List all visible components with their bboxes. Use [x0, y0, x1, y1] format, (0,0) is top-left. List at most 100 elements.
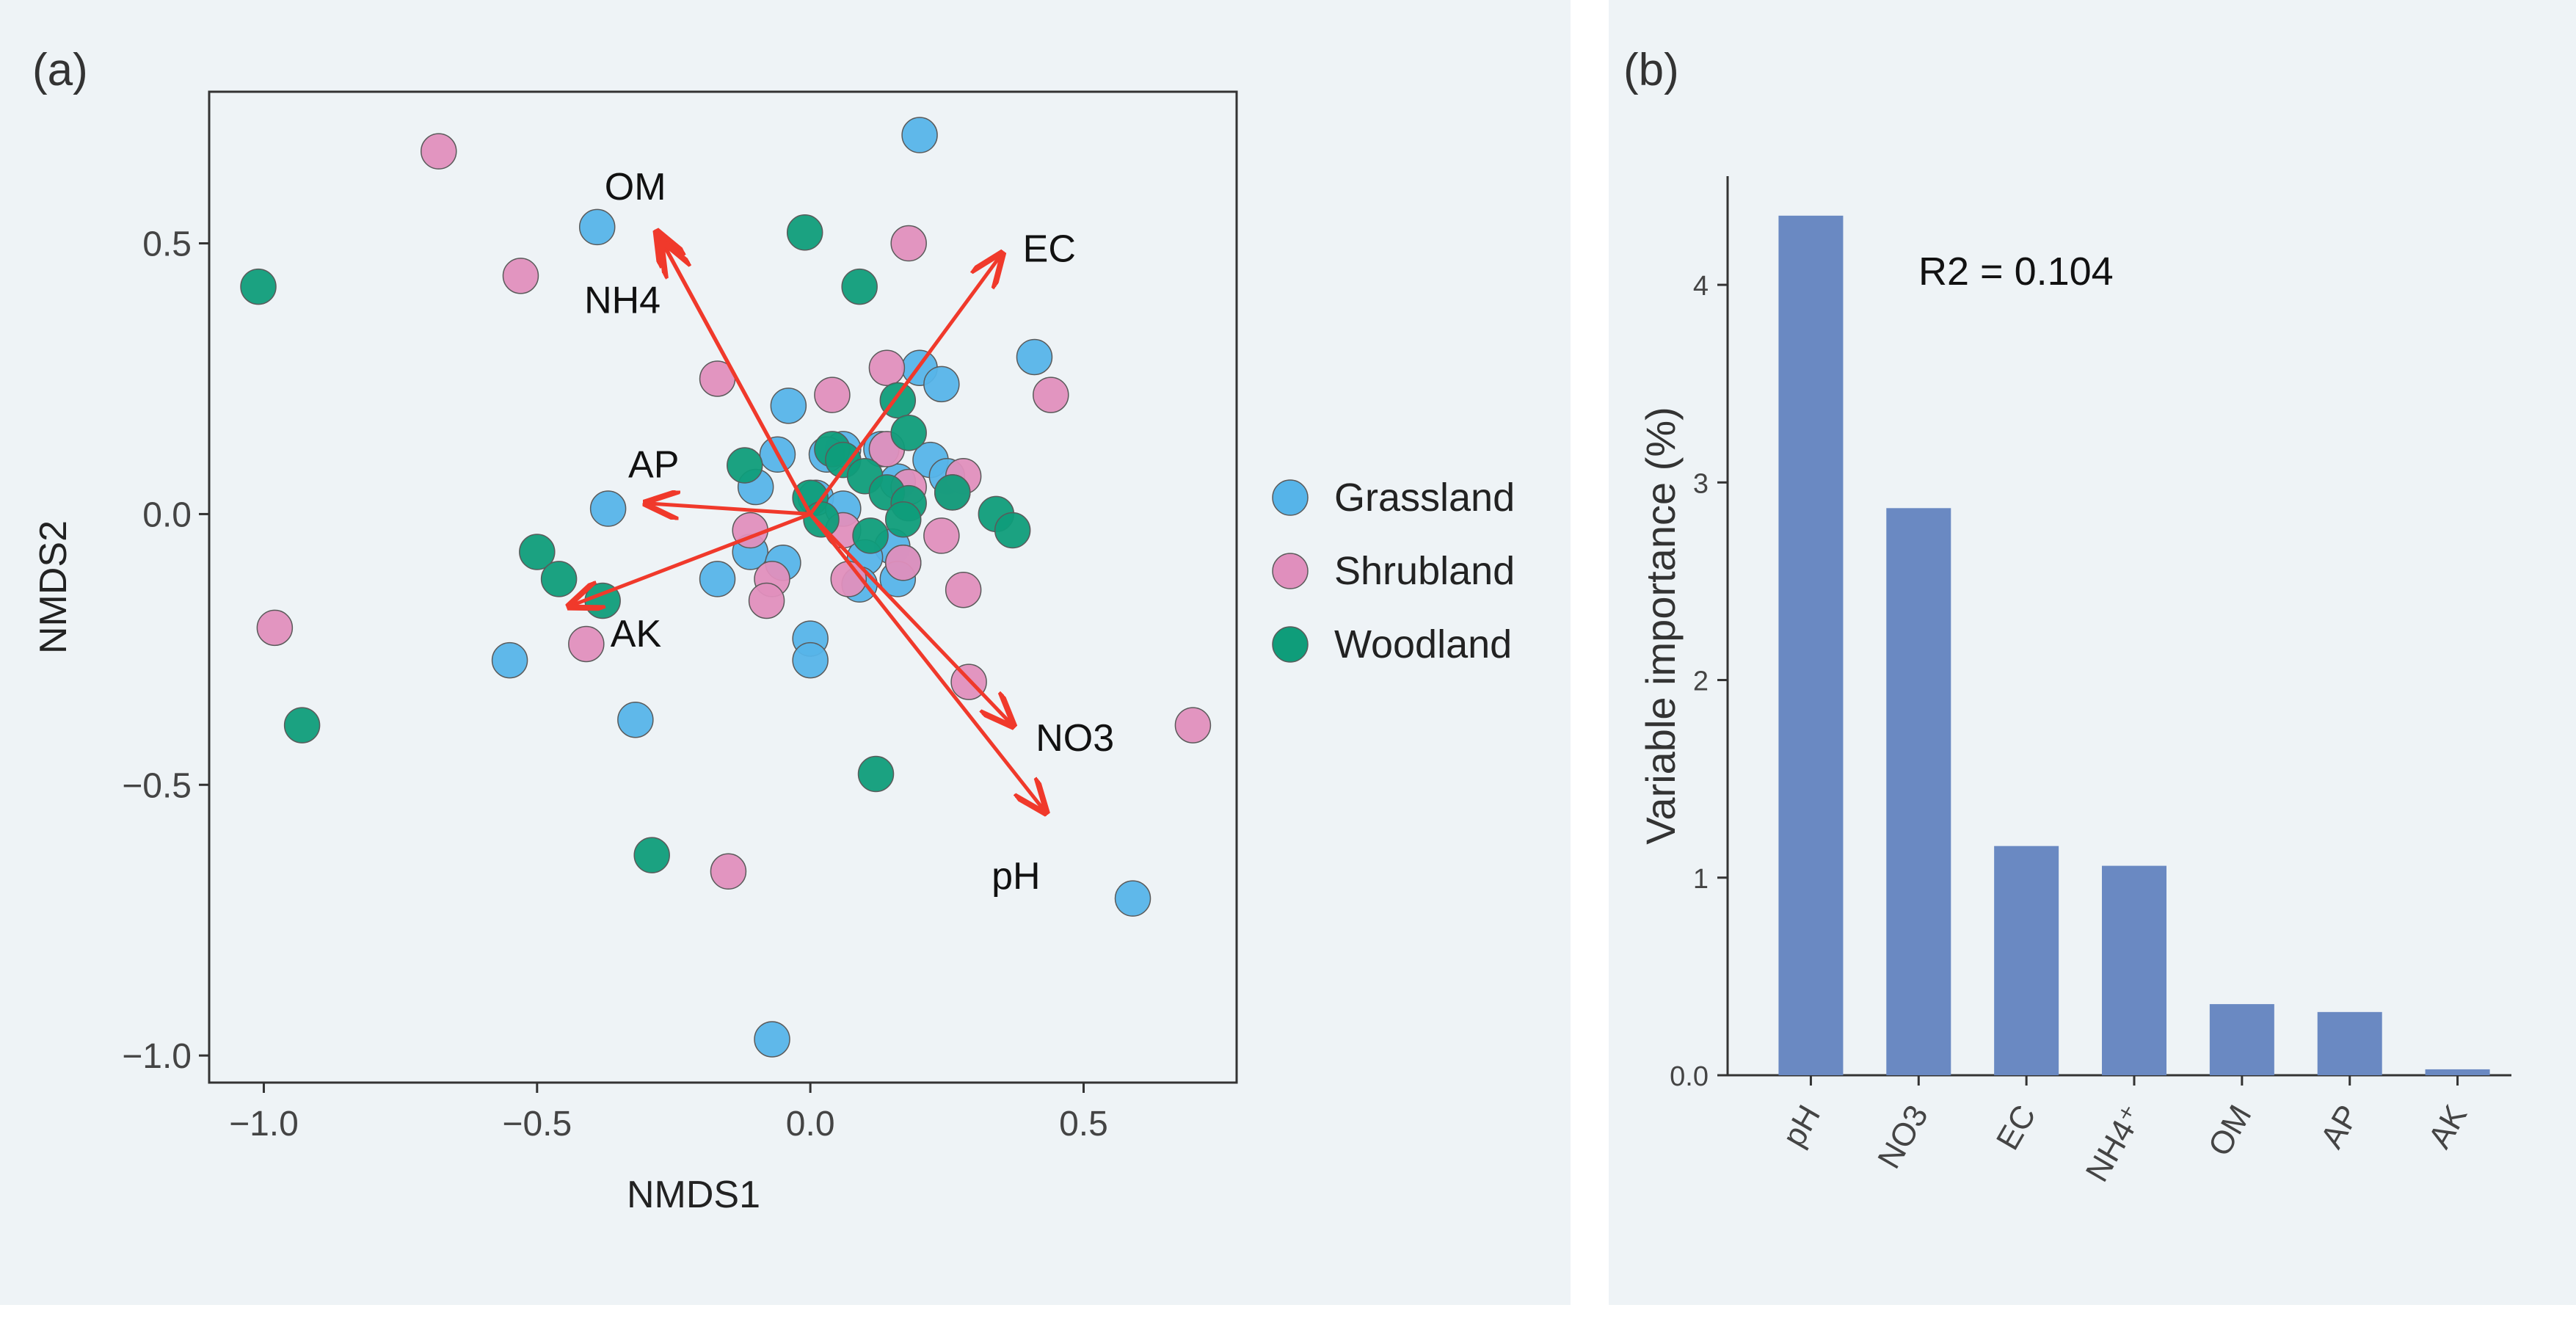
- data-point-woodland: [283, 707, 321, 744]
- data-point-grassland: [589, 490, 627, 527]
- data-point-woodland: [852, 517, 889, 554]
- y-tick-label: 0.0: [1670, 1061, 1709, 1092]
- x-tick-label: pH: [1776, 1099, 1828, 1153]
- bar-ak: [2425, 1069, 2490, 1075]
- y-tick-label: 0.0: [142, 495, 192, 534]
- vector-arrow-ec: [809, 254, 1002, 515]
- data-point-woodland: [841, 268, 878, 305]
- data-point-grassland: [578, 208, 616, 246]
- nmds-panel: (a) −1.0 −0.5 0.0 0.5 −1.0 −0.5 0.0 0.5 NMDS1 NMD…: [0, 0, 1571, 1305]
- data-point-grassland: [699, 561, 736, 597]
- legend-label-shrubland: Shrubland: [1334, 549, 1515, 593]
- data-point-woodland: [857, 755, 895, 793]
- nmds-scatter-plot: −1.0 −0.5 0.0 0.5 −1.0 −0.5 0.0 0.5 NMDS1 NMDS2 OM…: [32, 90, 1515, 1216]
- data-point-grassland: [1016, 338, 1053, 376]
- data-point-grassland: [901, 117, 938, 153]
- vector-label-ak: AK: [611, 613, 662, 655]
- x-tick-label: AK: [2421, 1099, 2474, 1155]
- data-point-grassland: [770, 388, 807, 424]
- data-point-shrubland: [945, 571, 982, 608]
- data-point-shrubland: [256, 609, 294, 647]
- y-axis-title: NMDS2: [32, 520, 75, 654]
- vector-label-ph: pH: [992, 855, 1040, 898]
- legend-label-grassland: Grassland: [1334, 476, 1515, 520]
- data-point-shrubland: [923, 517, 960, 554]
- x-axis-title: NMDS1: [627, 1174, 760, 1216]
- data-point-woodland: [519, 534, 556, 570]
- vector-arrow-ap: [647, 503, 811, 515]
- importance-panel: (b) 0.0 1 2 3 4 Variable importance (%) pH NO3 E…: [1609, 0, 2576, 1305]
- data-point-grassland: [923, 366, 960, 403]
- data-point-shrubland: [421, 133, 457, 170]
- data-point-shrubland: [890, 225, 927, 262]
- vector-arrow-ph: [809, 512, 1045, 812]
- data-point-woodland: [786, 214, 823, 251]
- x-tick-label: NH4⁺: [2079, 1099, 2151, 1188]
- data-point-woodland: [884, 501, 922, 538]
- x-tick-label: 0.0: [786, 1105, 835, 1144]
- bar-ph: [1778, 215, 1844, 1075]
- vector-label-no3: NO3: [1036, 717, 1114, 760]
- bar-nh4: [2102, 865, 2166, 1075]
- data-point-woodland: [633, 837, 670, 873]
- x-tick-label: AP: [2314, 1099, 2367, 1155]
- legend-label-woodland: Woodland: [1334, 622, 1512, 666]
- x-tick-label: OM: [2202, 1099, 2259, 1163]
- legend-swatch-grassland: [1272, 479, 1309, 516]
- y-tick-label: 2: [1693, 666, 1709, 697]
- vector-label-ap: AP: [628, 444, 679, 487]
- legend-swatch-shrubland: [1272, 553, 1309, 589]
- data-point-shrubland: [748, 582, 785, 619]
- vector-label-om: OM: [605, 166, 666, 208]
- data-point-shrubland: [1174, 707, 1212, 744]
- panel-b-label: (b): [1623, 45, 1679, 95]
- data-point-woodland: [994, 512, 1031, 549]
- data-point-woodland: [240, 268, 277, 305]
- data-point-shrubland: [884, 545, 922, 581]
- data-point-grassland: [1114, 880, 1151, 917]
- data-point-shrubland: [814, 377, 851, 413]
- y-tick-label: −1.0: [122, 1037, 192, 1076]
- data-point-grassland: [617, 701, 654, 738]
- vector-arrow-ak: [570, 512, 812, 606]
- y-tick-label: 1: [1693, 864, 1709, 895]
- y-tick-label: −0.5: [122, 766, 192, 805]
- data-point-woodland: [727, 447, 763, 484]
- bar-no3: [1886, 508, 1951, 1075]
- data-point-shrubland: [710, 853, 747, 890]
- y-tick-label: 3: [1693, 468, 1709, 499]
- series-woodland: [240, 214, 1031, 873]
- bar-ap: [2317, 1011, 2382, 1075]
- plot-frame: [208, 90, 1238, 1084]
- data-point-woodland: [890, 415, 927, 451]
- bar-ec: [1994, 846, 2059, 1075]
- y-tick-label: 0.5: [142, 225, 192, 264]
- panel-a-label: (a): [32, 45, 88, 95]
- legend-swatch-woodland: [1272, 626, 1309, 663]
- x-tick-label: −1.0: [229, 1105, 299, 1144]
- x-tick-label: −0.5: [502, 1105, 572, 1144]
- y-tick-label: 4: [1693, 271, 1709, 302]
- data-point-shrubland: [1033, 377, 1069, 413]
- x-tick-label: 0.5: [1059, 1105, 1108, 1144]
- vector-label-ec: EC: [1023, 228, 1076, 270]
- x-tick-label: EC: [1990, 1099, 2043, 1156]
- data-point-woodland: [540, 561, 578, 597]
- vector-arrow-no3: [809, 512, 1013, 725]
- data-point-woodland: [803, 501, 840, 538]
- legend: Grassland Shrubland Woodland: [1272, 476, 1515, 666]
- data-point-woodland: [934, 474, 971, 511]
- data-point-shrubland: [568, 625, 605, 663]
- x-tick-label: NO3: [1871, 1099, 1935, 1175]
- y-axis-title: Variable importance (%): [1637, 407, 1684, 845]
- vector-label-nh4: NH4: [584, 280, 661, 322]
- data-point-shrubland: [502, 258, 539, 294]
- r2-annotation: R2 = 0.104: [1918, 250, 2114, 294]
- bar-om: [2209, 1004, 2274, 1075]
- data-point-grassland: [491, 641, 528, 679]
- variable-importance-bar-chart: 0.0 1 2 3 4 Variable importance (%) pH NO3 EC NH4…: [1637, 176, 2511, 1188]
- data-point-grassland: [792, 641, 829, 679]
- data-point-shrubland: [868, 349, 906, 386]
- vector-arrow-nh4: [663, 244, 812, 515]
- data-point-grassland: [754, 1021, 790, 1058]
